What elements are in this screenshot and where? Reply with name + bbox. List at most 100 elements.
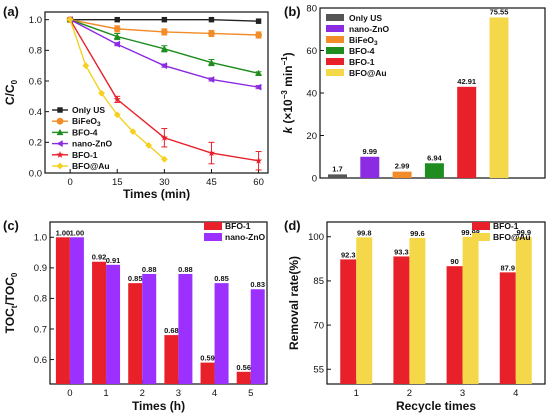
panel-d-tag: (d): [284, 218, 301, 233]
panel-c-ylabel-b: /TOC: [3, 277, 17, 306]
panel-d-legend-swatch: [472, 222, 490, 230]
panel-a-xtick-label: 15: [112, 177, 123, 188]
panel-d: 55 70 85 100 1 2 3 4 Recycle times Removal rate(%…: [284, 218, 546, 413]
panel-c-ylabel-a: TOC: [3, 308, 17, 333]
panel-b-ylabel: k (×10−3 min−1): [280, 52, 295, 133]
panel-b-legend-label-main: BiFeO: [349, 35, 374, 45]
panel-b-bar-label: 6.94: [427, 153, 442, 162]
panel-a-legend-label: BFO-1: [72, 150, 98, 160]
panel-b-ytick-label: 20: [306, 131, 317, 142]
panel-a-xtick-label: 0: [67, 177, 72, 188]
panel-d-xlabel: Recycle times: [396, 399, 476, 413]
panel-c-ylabel: TOCt/TOC0: [3, 272, 19, 333]
panel-a-point: [129, 128, 137, 135]
panel-b-ylabel-mid: (×10: [281, 99, 295, 127]
panel-a-point: [113, 111, 121, 119]
panel-a-legend-label: BFO@Au: [72, 161, 110, 171]
panel-c-bar-label: 0.85: [128, 274, 143, 283]
panel-b-legend-swatch: [326, 58, 344, 65]
panel-b-ylabel-unit: min: [281, 65, 295, 90]
panel-c-bar: [92, 261, 107, 384]
panel-a-legend-marker: [56, 162, 64, 170]
panel-a-point: [66, 16, 74, 24]
panel-d-bar: [515, 237, 532, 384]
panel-c-bar: [250, 289, 265, 384]
panel-b-bar: [489, 17, 509, 178]
panel-c-xtick-label: 2: [140, 388, 145, 399]
panel-b-tag: (b): [284, 4, 301, 19]
panel-c-legend-label: nano-ZnO: [225, 232, 266, 242]
panel-a-point: [208, 30, 215, 37]
panel-a-ytick-label: 0.4: [29, 107, 42, 118]
panel-b-bar-label: 1.7: [332, 164, 342, 173]
panel-b-ytick-label: 60: [306, 46, 317, 57]
panel-a-xtick-label: 45: [206, 177, 217, 188]
panel-a-legend-item: BiFeO3: [52, 116, 101, 128]
panel-c-bar-label: 0.88: [178, 265, 193, 274]
panel-b-legend-label: BiFeO3: [349, 35, 378, 47]
panel-d-xtick-label: 1: [354, 388, 359, 399]
panel-d-legend-label: BFO-1: [493, 221, 519, 231]
panel-b-legend-item: Only US: [326, 13, 382, 23]
panel-c-frame: [49, 221, 268, 385]
panel-b-bar-label: 75.55: [490, 7, 509, 16]
panel-c-legend-swatch: [204, 233, 222, 241]
panel-d-bar: [393, 256, 410, 384]
panel-a-point: [113, 95, 121, 103]
panel-a-legend-marker: [56, 117, 64, 125]
panel-a-point: [208, 16, 215, 23]
panel-c-ylabel-sub: 0: [10, 272, 19, 277]
panel-b: 0 20 40 60 80 k (×10−3 min−1) (b) 1.7 9.99 2.99 6.…: [280, 3, 546, 184]
panel-c-bar-label: 0.59: [200, 354, 215, 363]
panel-a-legend-item: BFO@Au: [52, 161, 110, 171]
panel-a-point: [160, 28, 168, 36]
panel-a-legend-label-sub: 3: [97, 121, 101, 128]
panel-c-ylabel-sub: t: [10, 305, 19, 308]
panel-a-ylabel: C/C0: [3, 79, 19, 105]
panel-a-point: [160, 133, 168, 141]
panel-c-ytick-label: 0.8: [34, 294, 47, 305]
panel-c-bar-label: 0.92: [92, 253, 107, 262]
panel-b-legend-label: Only US: [349, 13, 382, 23]
panel-c-bar-label: 0.68: [164, 326, 179, 335]
panel-b-legend-label: BFO-1: [349, 57, 375, 67]
panel-c-ytick-label: 0.9: [34, 263, 47, 274]
panel-c-xlabel: Times (h): [132, 399, 185, 413]
panel-a-point: [255, 18, 262, 24]
panel-b-ylabel-k: k: [281, 126, 295, 134]
panel-d-legend-swatch: [472, 233, 490, 241]
panel-b-legend-swatch: [326, 69, 344, 76]
panel-b-legend-label: BFO-4: [349, 46, 375, 56]
panel-c-xtick-label: 3: [176, 388, 181, 399]
panel-c-xtick-label: 4: [212, 388, 217, 399]
panel-a-ytick-label: 1.0: [29, 15, 42, 26]
panel-a-legend-item: Only US: [52, 105, 105, 115]
panel-a-point: [208, 76, 215, 83]
panel-b-legend-item: BiFeO3: [326, 35, 378, 47]
panel-c-bar: [128, 283, 143, 384]
panel-b-legend-label: BFO@Au: [349, 68, 387, 78]
panel-a-tag: (a): [3, 4, 19, 19]
panel-a-point: [208, 59, 215, 66]
panel-d-bar: [356, 237, 373, 384]
panel-a-ylabel-main: C/C: [3, 84, 17, 105]
panel-b-legend-swatch: [326, 25, 344, 32]
panel-a-ytick-label: 0.2: [29, 138, 42, 149]
panel-c-bar-label: 0.85: [214, 274, 229, 283]
panel-d-ytick-label: 55: [313, 365, 324, 376]
panel-b-ytick-label: 80: [306, 3, 317, 14]
panel-c-ytick-label: 0.6: [34, 355, 47, 366]
panel-a-point: [255, 69, 262, 77]
panel-c-bar: [178, 273, 193, 384]
panel-c-bar: [164, 335, 179, 384]
panel-d-ylabel: Removal rate(%): [287, 256, 301, 350]
panel-c-bar: [106, 264, 121, 384]
panel-d-bar-label: 90: [450, 257, 458, 266]
panel-c-legend-label: BFO-1: [225, 221, 251, 231]
panel-a-point: [113, 33, 121, 40]
panel-c-bar: [55, 237, 70, 384]
panel-b-legend-swatch: [326, 36, 344, 43]
panel-a-legend-marker: [56, 129, 64, 136]
panel-d-xtick-label: 4: [513, 388, 518, 399]
